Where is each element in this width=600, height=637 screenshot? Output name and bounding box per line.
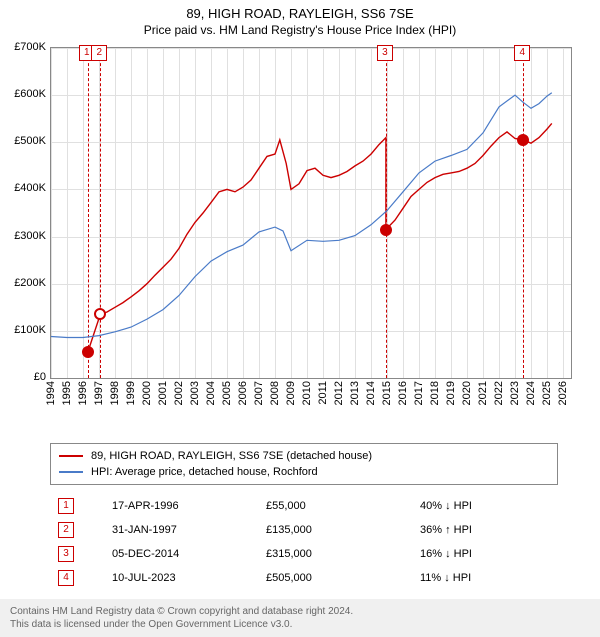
event-delta: 40% ↓ HPI <box>414 495 538 517</box>
x-axis-label: 2012 <box>333 381 345 405</box>
event-marker-label: 4 <box>514 45 530 61</box>
x-axis-label: 1998 <box>109 381 121 405</box>
event-delta: 11% ↓ HPI <box>414 567 538 589</box>
event-date: 10-JUL-2023 <box>106 567 258 589</box>
table-row: 2 31-JAN-1997£135,00036% ↑ HPI <box>52 519 538 541</box>
event-number: 4 <box>58 570 74 586</box>
chart-title-address: 89, HIGH ROAD, RAYLEIGH, SS6 7SE <box>0 6 600 21</box>
table-row: 3 05-DEC-2014£315,00016% ↓ HPI <box>52 543 538 565</box>
legend-item: HPI: Average price, detached house, Roch… <box>59 464 549 480</box>
legend-label: 89, HIGH ROAD, RAYLEIGH, SS6 7SE (detach… <box>91 450 372 462</box>
x-axis-label: 2009 <box>285 381 297 405</box>
series-property <box>88 123 552 352</box>
x-axis-label: 2017 <box>413 381 425 405</box>
y-axis-label: £400K <box>6 182 46 194</box>
x-axis-label: 2025 <box>541 381 553 405</box>
x-axis-label: 2023 <box>509 381 521 405</box>
x-axis-label: 2006 <box>237 381 249 405</box>
footer-copyright: Contains HM Land Registry data © Crown c… <box>10 605 590 618</box>
chart-title-subtitle: Price paid vs. HM Land Registry's House … <box>0 23 600 37</box>
x-axis-label: 2003 <box>189 381 201 405</box>
event-delta: 16% ↓ HPI <box>414 543 538 565</box>
x-axis-label: 1994 <box>45 381 57 405</box>
x-axis-label: 2011 <box>317 381 329 405</box>
y-axis-label: £600K <box>6 88 46 100</box>
event-number: 3 <box>58 546 74 562</box>
x-axis-label: 2026 <box>557 381 569 405</box>
event-date: 05-DEC-2014 <box>106 543 258 565</box>
event-date: 17-APR-1996 <box>106 495 258 517</box>
event-delta: 36% ↑ HPI <box>414 519 538 541</box>
x-axis-label: 2010 <box>301 381 313 405</box>
event-number: 2 <box>58 522 74 538</box>
y-axis-label: £300K <box>6 230 46 242</box>
legend-item: 89, HIGH ROAD, RAYLEIGH, SS6 7SE (detach… <box>59 448 549 464</box>
x-axis-label: 2013 <box>349 381 361 405</box>
x-axis-label: 2022 <box>493 381 505 405</box>
event-price: £55,000 <box>260 495 412 517</box>
x-axis-label: 2016 <box>397 381 409 405</box>
x-axis-label: 1999 <box>125 381 137 405</box>
x-axis-label: 2005 <box>221 381 233 405</box>
x-axis-label: 2007 <box>253 381 265 405</box>
y-axis-label: £700K <box>6 41 46 53</box>
table-row: 4 10-JUL-2023£505,00011% ↓ HPI <box>52 567 538 589</box>
legend-swatch <box>59 471 83 473</box>
table-row: 1 17-APR-1996£55,00040% ↓ HPI <box>52 495 538 517</box>
events-table: 1 17-APR-1996£55,00040% ↓ HPI 2 31-JAN-1997… <box>50 493 540 591</box>
price-point-marker <box>380 224 392 236</box>
chart-lines <box>51 48 571 378</box>
y-axis-label: £200K <box>6 277 46 289</box>
price-point-marker <box>94 308 106 320</box>
x-axis-label: 2018 <box>429 381 441 405</box>
event-marker-label: 2 <box>91 45 107 61</box>
event-price: £135,000 <box>260 519 412 541</box>
plot-area <box>50 47 572 379</box>
x-axis-label: 2014 <box>365 381 377 405</box>
chart-legend: 89, HIGH ROAD, RAYLEIGH, SS6 7SE (detach… <box>50 443 558 485</box>
y-axis-label: £500K <box>6 135 46 147</box>
event-date: 31-JAN-1997 <box>106 519 258 541</box>
chart-title-block: 89, HIGH ROAD, RAYLEIGH, SS6 7SE Price p… <box>0 0 600 37</box>
y-axis-label: £100K <box>6 324 46 336</box>
x-axis-label: 2019 <box>445 381 457 405</box>
event-marker-label: 3 <box>377 45 393 61</box>
x-axis-label: 2004 <box>205 381 217 405</box>
x-axis-label: 1995 <box>61 381 73 405</box>
x-axis-label: 2015 <box>381 381 393 405</box>
x-axis-label: 1997 <box>93 381 105 405</box>
x-axis-label: 2021 <box>477 381 489 405</box>
legend-label: HPI: Average price, detached house, Roch… <box>91 466 318 478</box>
y-axis-label: £0 <box>6 371 46 383</box>
x-axis-label: 2002 <box>173 381 185 405</box>
chart-footer: Contains HM Land Registry data © Crown c… <box>0 599 600 637</box>
x-axis-label: 2020 <box>461 381 473 405</box>
x-axis-label: 2008 <box>269 381 281 405</box>
event-price: £505,000 <box>260 567 412 589</box>
price-point-marker <box>82 346 94 358</box>
x-axis-label: 2024 <box>525 381 537 405</box>
event-price: £315,000 <box>260 543 412 565</box>
x-axis-label: 1996 <box>77 381 89 405</box>
x-axis-label: 2001 <box>157 381 169 405</box>
event-number: 1 <box>58 498 74 514</box>
price-chart: £0 £100K £200K £300K £400K £500K £600K £700K 199… <box>0 37 600 437</box>
legend-swatch <box>59 455 83 457</box>
price-point-marker <box>517 134 529 146</box>
x-axis-label: 2000 <box>141 381 153 405</box>
